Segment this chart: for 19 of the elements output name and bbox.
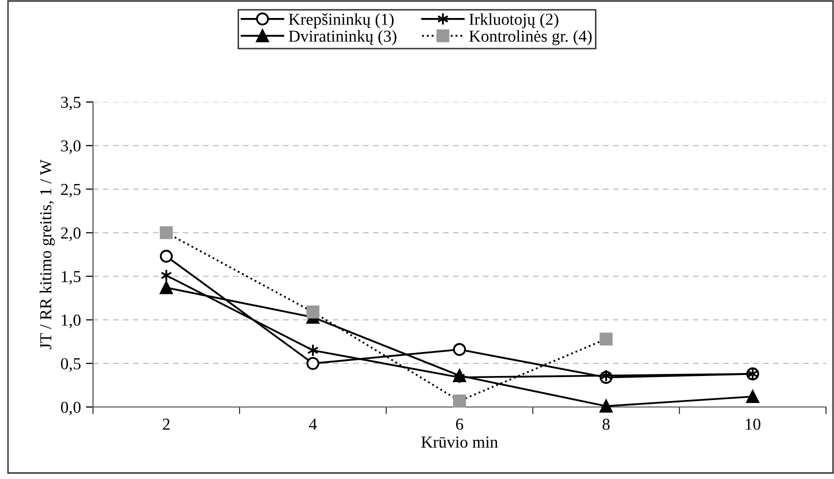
x-tick-label: 6 bbox=[456, 418, 464, 430]
legend-label: Kontrolinės gr. (4) bbox=[469, 30, 592, 46]
legend-label: Irkluotojų (2) bbox=[469, 13, 558, 28]
x-axis-title: Krūvio min bbox=[421, 436, 498, 448]
y-tick-label: 2,0 bbox=[61, 227, 81, 242]
y-axis-title: JT / RR kitimo greitis, 1 / W bbox=[40, 159, 55, 350]
x-tick-label: 10 bbox=[746, 418, 760, 430]
y-tick-label: 3,5 bbox=[61, 96, 81, 110]
y-tick-label: 1,0 bbox=[62, 314, 81, 328]
legend-label: Dviratininkų (3) bbox=[288, 30, 396, 46]
x-tick-label: 8 bbox=[602, 418, 610, 430]
y-tick-label: 2,5 bbox=[61, 184, 81, 198]
x-tick-label: 4 bbox=[309, 418, 317, 430]
y-tick-label: 1,5 bbox=[62, 271, 81, 285]
legend-label: Krepšininkų (1) bbox=[288, 13, 394, 28]
y-tick-label: 0,0 bbox=[60, 402, 81, 416]
y-tick-label: 0,5 bbox=[60, 358, 81, 372]
y-tick-label: 3,0 bbox=[61, 140, 81, 154]
x-tick-label: 2 bbox=[162, 418, 170, 430]
